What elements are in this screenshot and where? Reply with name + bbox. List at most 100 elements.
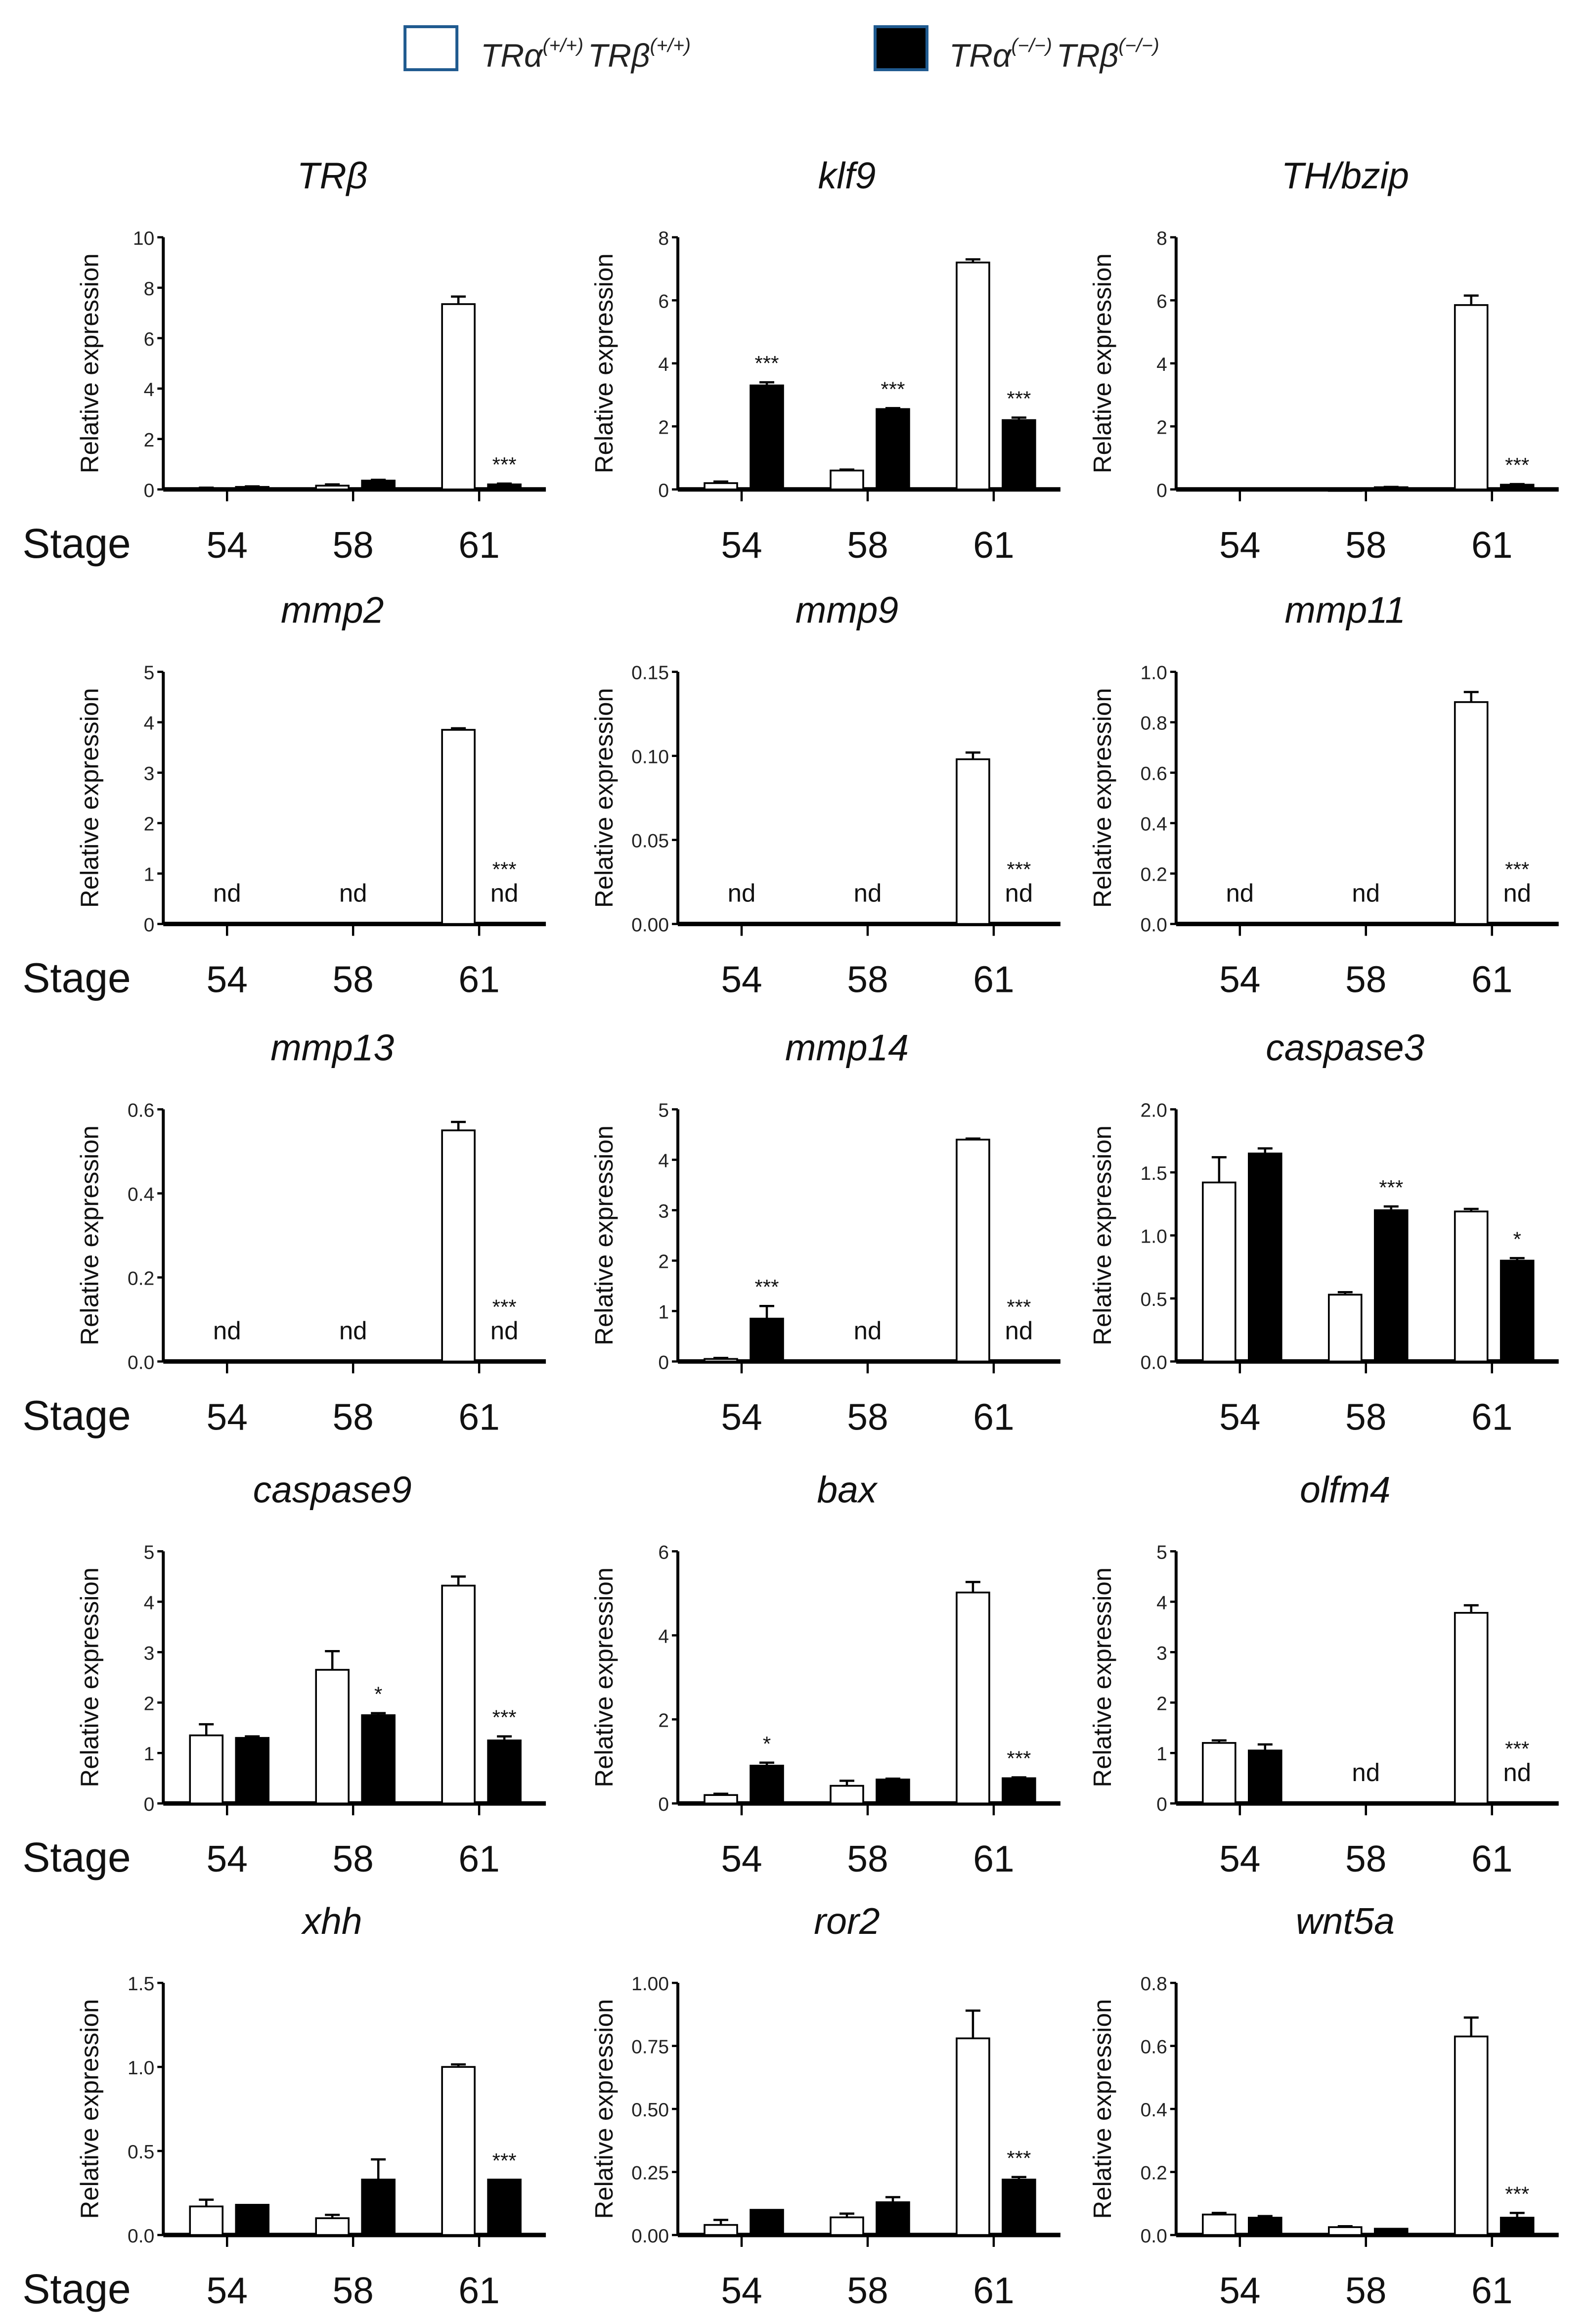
stage-label: Stage xyxy=(22,2266,131,2312)
significance-marker: *** xyxy=(754,352,779,375)
x-tick-label: 61 xyxy=(973,2270,1014,2311)
x-tick-label: 61 xyxy=(458,1396,499,1437)
x-tick-label: 58 xyxy=(1345,959,1386,1000)
y-tick-label: 0.15 xyxy=(631,663,669,684)
bar-wildtype xyxy=(1327,488,1363,492)
y-tick-label: 0.10 xyxy=(631,747,669,768)
y-tick-label: 0.5 xyxy=(128,2142,154,2163)
y-tick-label: 0.50 xyxy=(631,2100,669,2121)
panel-caspase3: caspase3 Relative expression 0.0 0.5 1.0 1.5 2… xyxy=(1088,1027,1559,1437)
significance-marker: *** xyxy=(492,1295,517,1318)
bar-wildtype xyxy=(1202,488,1237,492)
y-axis-label: Relative expression xyxy=(1088,1125,1116,1345)
nd-label: nd xyxy=(854,879,882,907)
bar-knockout xyxy=(1373,486,1409,491)
x-tick-label: 58 xyxy=(847,524,888,566)
bar-wildtype xyxy=(1202,1742,1237,1805)
panel-wnt5a: wnt5a Relative expression 0.0 0.2 0.4 0.6 0.8 5… xyxy=(1088,1900,1559,2311)
y-tick-label: 2 xyxy=(144,1693,155,1714)
bar-knockout xyxy=(235,1737,270,1805)
significance-marker: * xyxy=(1513,1227,1521,1251)
x-tick-label: 54 xyxy=(721,524,762,566)
x-tick-label: 54 xyxy=(721,1396,762,1437)
bar-knockout xyxy=(750,1317,784,1363)
x-tick-label: 61 xyxy=(973,524,1014,566)
bar-knockout xyxy=(487,2179,522,2236)
y-tick-label: 0 xyxy=(658,1352,669,1373)
bar-knockout xyxy=(750,2209,784,2236)
x-tick-label: 61 xyxy=(1471,2270,1512,2311)
nd-label: nd xyxy=(1005,1316,1033,1344)
y-tick-label: 8 xyxy=(658,228,669,249)
bar-wildtype xyxy=(704,2224,738,2236)
y-tick-label: 4 xyxy=(658,1150,669,1171)
significance-marker: *** xyxy=(1007,2146,1031,2170)
legend-item-wildtype: TRα(+/+) TRβ(+/+) xyxy=(403,25,691,74)
nd-label: nd xyxy=(1352,879,1380,907)
bar-knockout xyxy=(1248,1152,1282,1363)
x-tick-label: 61 xyxy=(458,2270,499,2311)
bar-wildtype xyxy=(830,469,864,491)
panel-olfm4: olfm4 Relative expression 0 1 2 3 4 5 54 58 nd 61 nd… xyxy=(1088,1469,1559,1879)
significance-marker: *** xyxy=(492,1706,517,1729)
y-tick-label: 0 xyxy=(144,915,155,936)
y-tick-label: 10 xyxy=(133,228,154,249)
bar-knockout xyxy=(487,483,522,491)
significance-marker: *** xyxy=(492,2149,517,2172)
x-tick-label: 61 xyxy=(1471,1838,1512,1879)
significance-marker: *** xyxy=(492,858,517,881)
y-tick-label: 0.25 xyxy=(631,2163,669,2184)
x-tick-label: 61 xyxy=(1471,1396,1512,1437)
x-tick-label: 58 xyxy=(332,959,373,1000)
x-tick-label: 58 xyxy=(1345,524,1386,566)
bar-wildtype xyxy=(189,1734,224,1805)
stage-label: Stage xyxy=(22,1392,131,1438)
panel-thbzip: TH/bzip Relative expression 0 2 4 6 8 54 58 61 *** xyxy=(1088,155,1559,566)
panel-title: mmp11 xyxy=(1285,589,1406,631)
nd-label: nd xyxy=(339,1316,367,1344)
bar-wildtype xyxy=(830,1785,864,1805)
x-tick-label: 54 xyxy=(1219,959,1260,1000)
bar-wildtype xyxy=(704,1794,738,1805)
y-axis-label: Relative expression xyxy=(590,688,618,908)
bar-wildtype xyxy=(1454,701,1489,925)
y-tick-label: 5 xyxy=(658,1100,669,1121)
bar-knockout xyxy=(1500,1259,1535,1363)
x-tick-label: 58 xyxy=(847,959,888,1000)
nd-label: nd xyxy=(213,879,241,907)
y-tick-label: 1.00 xyxy=(631,1973,669,1995)
x-tick-label: 58 xyxy=(332,1396,373,1437)
y-tick-label: 0.6 xyxy=(1141,763,1167,785)
y-tick-label: 0 xyxy=(1156,1794,1167,1815)
significance-marker: *** xyxy=(492,453,517,476)
y-tick-label: 0 xyxy=(658,480,669,501)
y-tick-label: 1.0 xyxy=(128,2057,154,2079)
y-tick-label: 0.6 xyxy=(1141,2037,1167,2058)
bar-knockout xyxy=(1373,1209,1409,1363)
x-tick-label: 58 xyxy=(332,1838,373,1879)
bar-wildtype xyxy=(704,482,738,491)
bar-wildtype xyxy=(1454,1210,1489,1363)
bar-knockout xyxy=(1500,484,1535,491)
x-tick-label: 58 xyxy=(1345,1396,1386,1437)
bar-wildtype xyxy=(956,1138,990,1363)
panel-mmp11: mmp11 Relative expression 0.0 0.2 0.4 0.6 0.8 1… xyxy=(1088,589,1559,1000)
y-tick-label: 0 xyxy=(1156,480,1167,501)
x-tick-label: 58 xyxy=(847,2270,888,2311)
nd-label: nd xyxy=(1005,879,1033,907)
y-tick-label: 0.5 xyxy=(1141,1289,1167,1310)
nd-label: nd xyxy=(339,879,367,907)
stage-label: Stage xyxy=(22,1834,131,1880)
y-tick-label: 1.5 xyxy=(128,1973,154,1995)
legend-swatch-wildtype xyxy=(403,25,459,71)
y-tick-label: 1.0 xyxy=(1141,663,1167,684)
panel-klf9: klf9 Relative expression 0 2 4 6 8 54 *** 58 *** 61… xyxy=(590,155,1060,566)
significance-marker: *** xyxy=(1505,2182,1529,2205)
bar-knockout xyxy=(1373,2228,1409,2236)
panel-mmp2: mmp2 Relative expression 0 1 2 3 4 5 Stage 54 nd 58… xyxy=(22,589,546,1001)
legend-label-wildtype: TRα(+/+) TRβ(+/+) xyxy=(481,35,691,74)
bar-knockout xyxy=(235,2204,270,2236)
y-tick-label: 0.4 xyxy=(1141,2100,1167,2121)
significance-marker: *** xyxy=(1505,453,1529,477)
panel-mmp13: mmp13 Relative expression 0.0 0.2 0.4 0.6 Stag… xyxy=(22,1027,546,1438)
